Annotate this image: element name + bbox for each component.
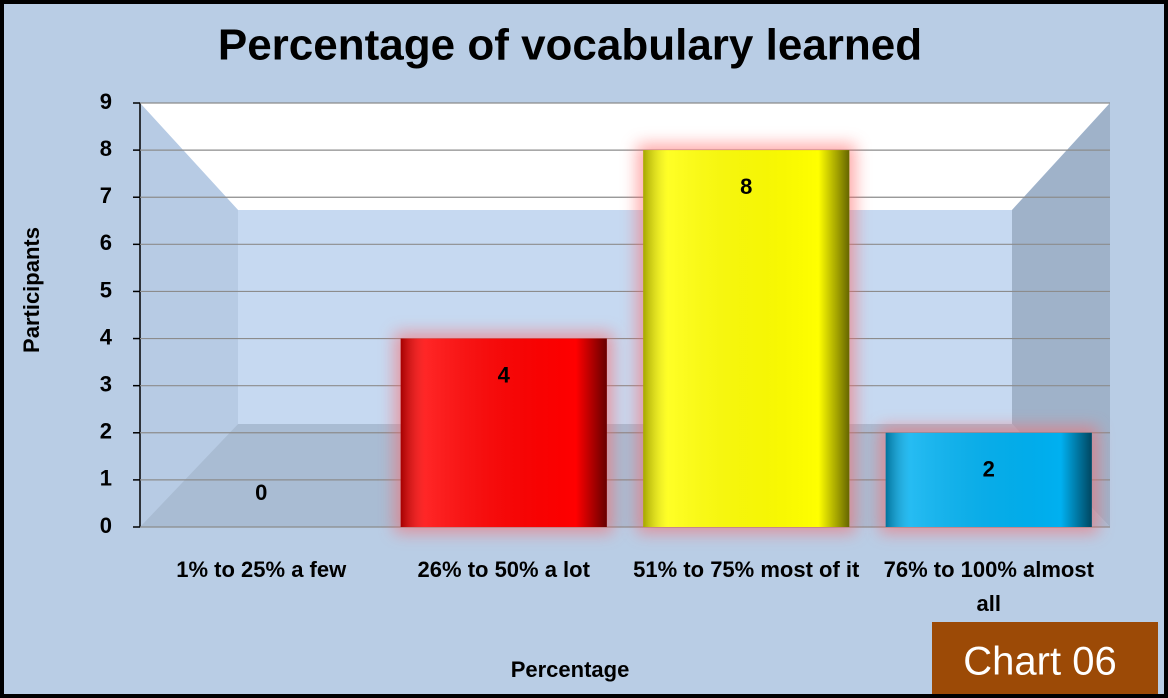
value-label: 4 <box>498 362 511 387</box>
y-tick-label: 1 <box>100 466 112 491</box>
x-axis-title: Percentage <box>511 657 630 682</box>
y-tick-label: 7 <box>100 183 112 208</box>
badge <box>932 622 1158 694</box>
y-tick-label: 5 <box>100 277 112 302</box>
y-tick-label: 8 <box>100 136 112 161</box>
value-label: 2 <box>983 457 995 482</box>
x-tick-label: 26% to 50% a lot <box>417 557 590 582</box>
y-tick-label: 6 <box>100 230 112 255</box>
floor <box>140 424 1110 527</box>
y-tick-label: 0 <box>100 513 112 538</box>
y-tick-label: 2 <box>100 419 112 444</box>
x-tick-label: 51% to 75% most of it <box>633 557 860 582</box>
bar-shade <box>643 150 850 527</box>
y-tick-label: 4 <box>100 324 113 349</box>
left-wall <box>140 103 238 527</box>
value-label: 0 <box>255 480 267 505</box>
y-tick-label: 9 <box>100 89 112 114</box>
right-wall <box>1012 103 1110 527</box>
x-tick-label: 76% to 100% almost all <box>883 557 1094 616</box>
value-label: 8 <box>740 174 752 199</box>
chart-title: Percentage of vocabulary learned <box>218 21 922 70</box>
bar-shade <box>885 432 1092 527</box>
y-axis-title: Participants <box>19 227 44 353</box>
x-tick-label: 1% to 25% a few <box>176 557 347 582</box>
y-tick-label: 3 <box>100 371 112 396</box>
ceiling <box>140 103 1110 210</box>
badge-text: Chart 06 <box>963 640 1116 684</box>
bar-shade <box>400 338 607 527</box>
